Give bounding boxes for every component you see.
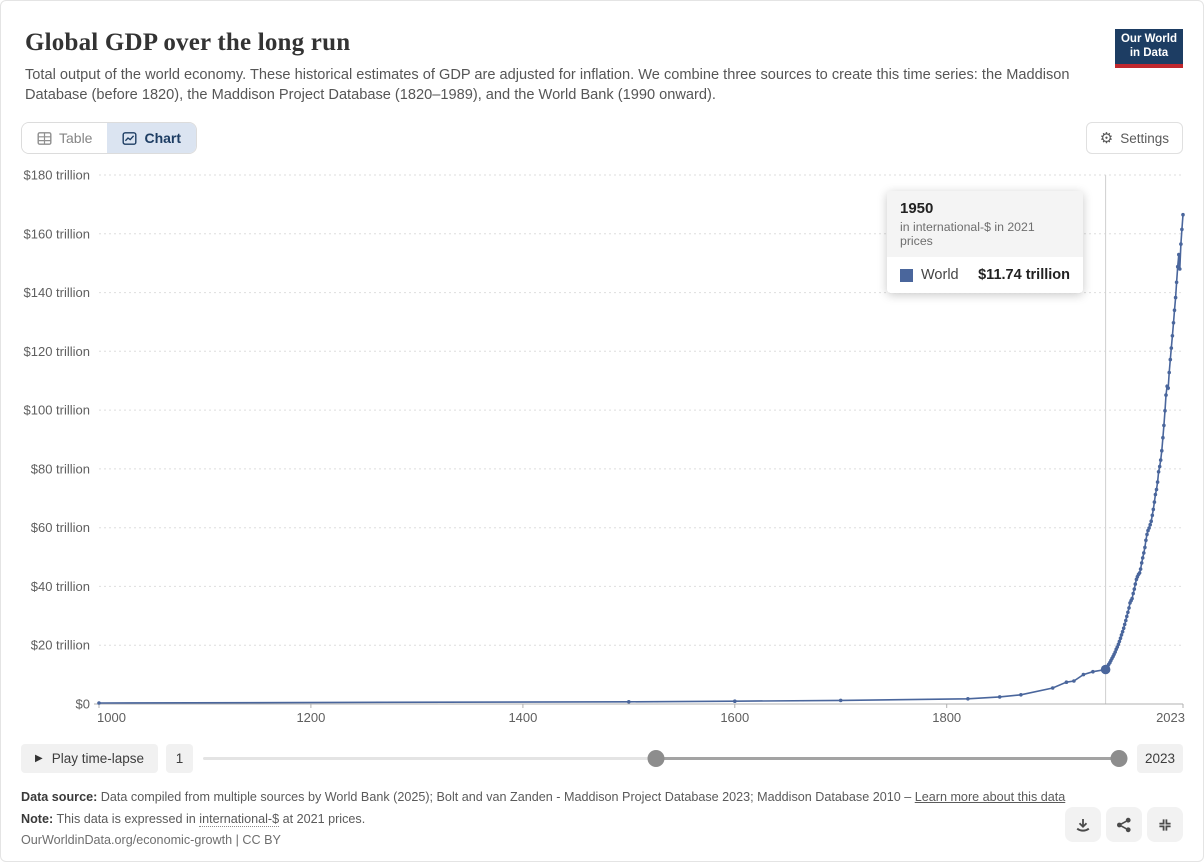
tab-table-label: Table (59, 130, 93, 146)
svg-text:1800: 1800 (932, 710, 961, 725)
svg-text:1400: 1400 (508, 710, 537, 725)
svg-text:$160 trillion: $160 trillion (24, 226, 91, 241)
settings-label: Settings (1120, 130, 1169, 146)
svg-text:$140 trillion: $140 trillion (24, 285, 91, 300)
svg-text:1200: 1200 (296, 710, 325, 725)
data-source-label: Data source: (21, 790, 98, 804)
play-label: Play time-lapse (51, 750, 144, 766)
tooltip-series-label: World (921, 267, 959, 283)
timeline-end-year[interactable]: 2023 (1136, 743, 1183, 773)
note-text: This data is expressed in (56, 811, 196, 826)
svg-text:$0: $0 (76, 697, 90, 712)
chart-area[interactable]: $0 $20 trillion $40 trillion $60 trillion $8… (1, 161, 1204, 736)
timeline-slider[interactable] (203, 744, 1128, 773)
tooltip-series-row: World $11.74 trillion (887, 257, 1083, 293)
svg-text:1600: 1600 (720, 710, 749, 725)
timeline-controls: ▶ Play time-lapse 1 2023 (21, 743, 1183, 773)
chart-footer: Data source: Data compiled from multiple… (21, 789, 1183, 854)
series-color-swatch (900, 268, 913, 282)
svg-text:$100 trillion: $100 trillion (24, 403, 91, 418)
tab-chart-label: Chart (144, 130, 182, 146)
play-timelapse-button[interactable]: ▶ Play time-lapse (21, 743, 158, 773)
citation-line: OurWorldinData.org/economic-growth | CC … (21, 833, 281, 847)
page-title: Global GDP over the long run (25, 29, 351, 56)
tooltip-unit: in international-$ in 2021 prices (900, 220, 1035, 248)
table-icon (37, 131, 52, 145)
svg-text:$60 trillion: $60 trillion (31, 520, 90, 535)
svg-text:$40 trillion: $40 trillion (31, 579, 90, 594)
svg-text:$80 trillion: $80 trillion (31, 461, 90, 476)
gear-icon: ⚙ (1099, 129, 1114, 147)
chart-tooltip: 1950 in international-$ in 2021 prices W… (887, 191, 1083, 293)
line-chart-icon (122, 131, 137, 145)
slider-start-handle[interactable] (647, 749, 665, 767)
svg-text:$20 trillion: $20 trillion (31, 638, 90, 653)
download-icon (1076, 818, 1090, 832)
tooltip-value: $11.74 trillion (978, 267, 1070, 283)
owid-logo[interactable]: Our World in Data (1115, 29, 1183, 68)
slider-track-active[interactable] (655, 756, 1119, 760)
learn-more-link[interactable]: Learn more about this data (914, 790, 1066, 804)
data-source-text: Data compiled from multiple sources by W… (100, 790, 901, 804)
download-button[interactable] (1065, 807, 1101, 842)
note-label: Note: (21, 811, 54, 826)
tab-chart[interactable]: Chart (107, 123, 197, 153)
owid-logo-red-strip (1115, 63, 1183, 68)
settings-button[interactable]: ⚙ Settings (1085, 122, 1183, 154)
chart-subtitle: Total output of the world economy. These… (25, 67, 1070, 104)
slider-end-handle[interactable] (1110, 749, 1128, 767)
timeline-start-year[interactable]: 1 (166, 743, 193, 773)
share-button[interactable] (1106, 807, 1142, 842)
data-source-line: Data source: Data compiled from multiple… (21, 790, 1066, 804)
owid-logo-text: Our World in Data (1115, 29, 1183, 64)
tooltip-year: 1950 (900, 200, 934, 217)
fullscreen-button[interactable] (1147, 807, 1183, 842)
play-icon: ▶ (35, 752, 43, 764)
svg-text:1000: 1000 (97, 710, 126, 725)
view-tabs: Table Chart (21, 122, 198, 154)
note-line: Note: This data is expressed in internat… (21, 811, 1183, 828)
gdp-line-chart[interactable]: $0 $20 trillion $40 trillion $60 trillion $8… (1, 161, 1204, 736)
share-icon (1117, 817, 1131, 832)
tab-table[interactable]: Table (22, 123, 108, 153)
svg-text:$180 trillion: $180 trillion (24, 168, 91, 183)
action-buttons (1065, 807, 1183, 842)
svg-text:2023: 2023 (1156, 710, 1185, 725)
tooltip-header: 1950 in international-$ in 2021 prices (887, 191, 1083, 257)
note-text-after: at 2021 prices. (282, 811, 366, 826)
international-dollar-term[interactable]: international-$ (199, 811, 280, 827)
expand-icon (1159, 818, 1171, 831)
svg-text:$120 trillion: $120 trillion (24, 344, 91, 359)
